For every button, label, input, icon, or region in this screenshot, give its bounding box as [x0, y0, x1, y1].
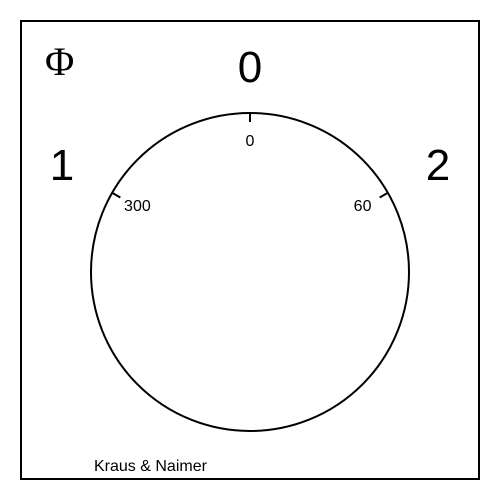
position-label-1: 1 — [50, 144, 74, 188]
dial-tick — [249, 112, 251, 122]
dial-angle-label: 300 — [124, 199, 151, 215]
position-label-2: 2 — [426, 144, 450, 188]
rotary-dial[interactable] — [90, 112, 410, 432]
phi-symbol: Φ — [45, 38, 74, 85]
brand-label: Kraus & Naimer — [94, 458, 207, 476]
dial-angle-label: 60 — [354, 199, 372, 215]
dial-angle-label: 0 — [246, 134, 255, 150]
position-label-0: 0 — [238, 46, 262, 90]
